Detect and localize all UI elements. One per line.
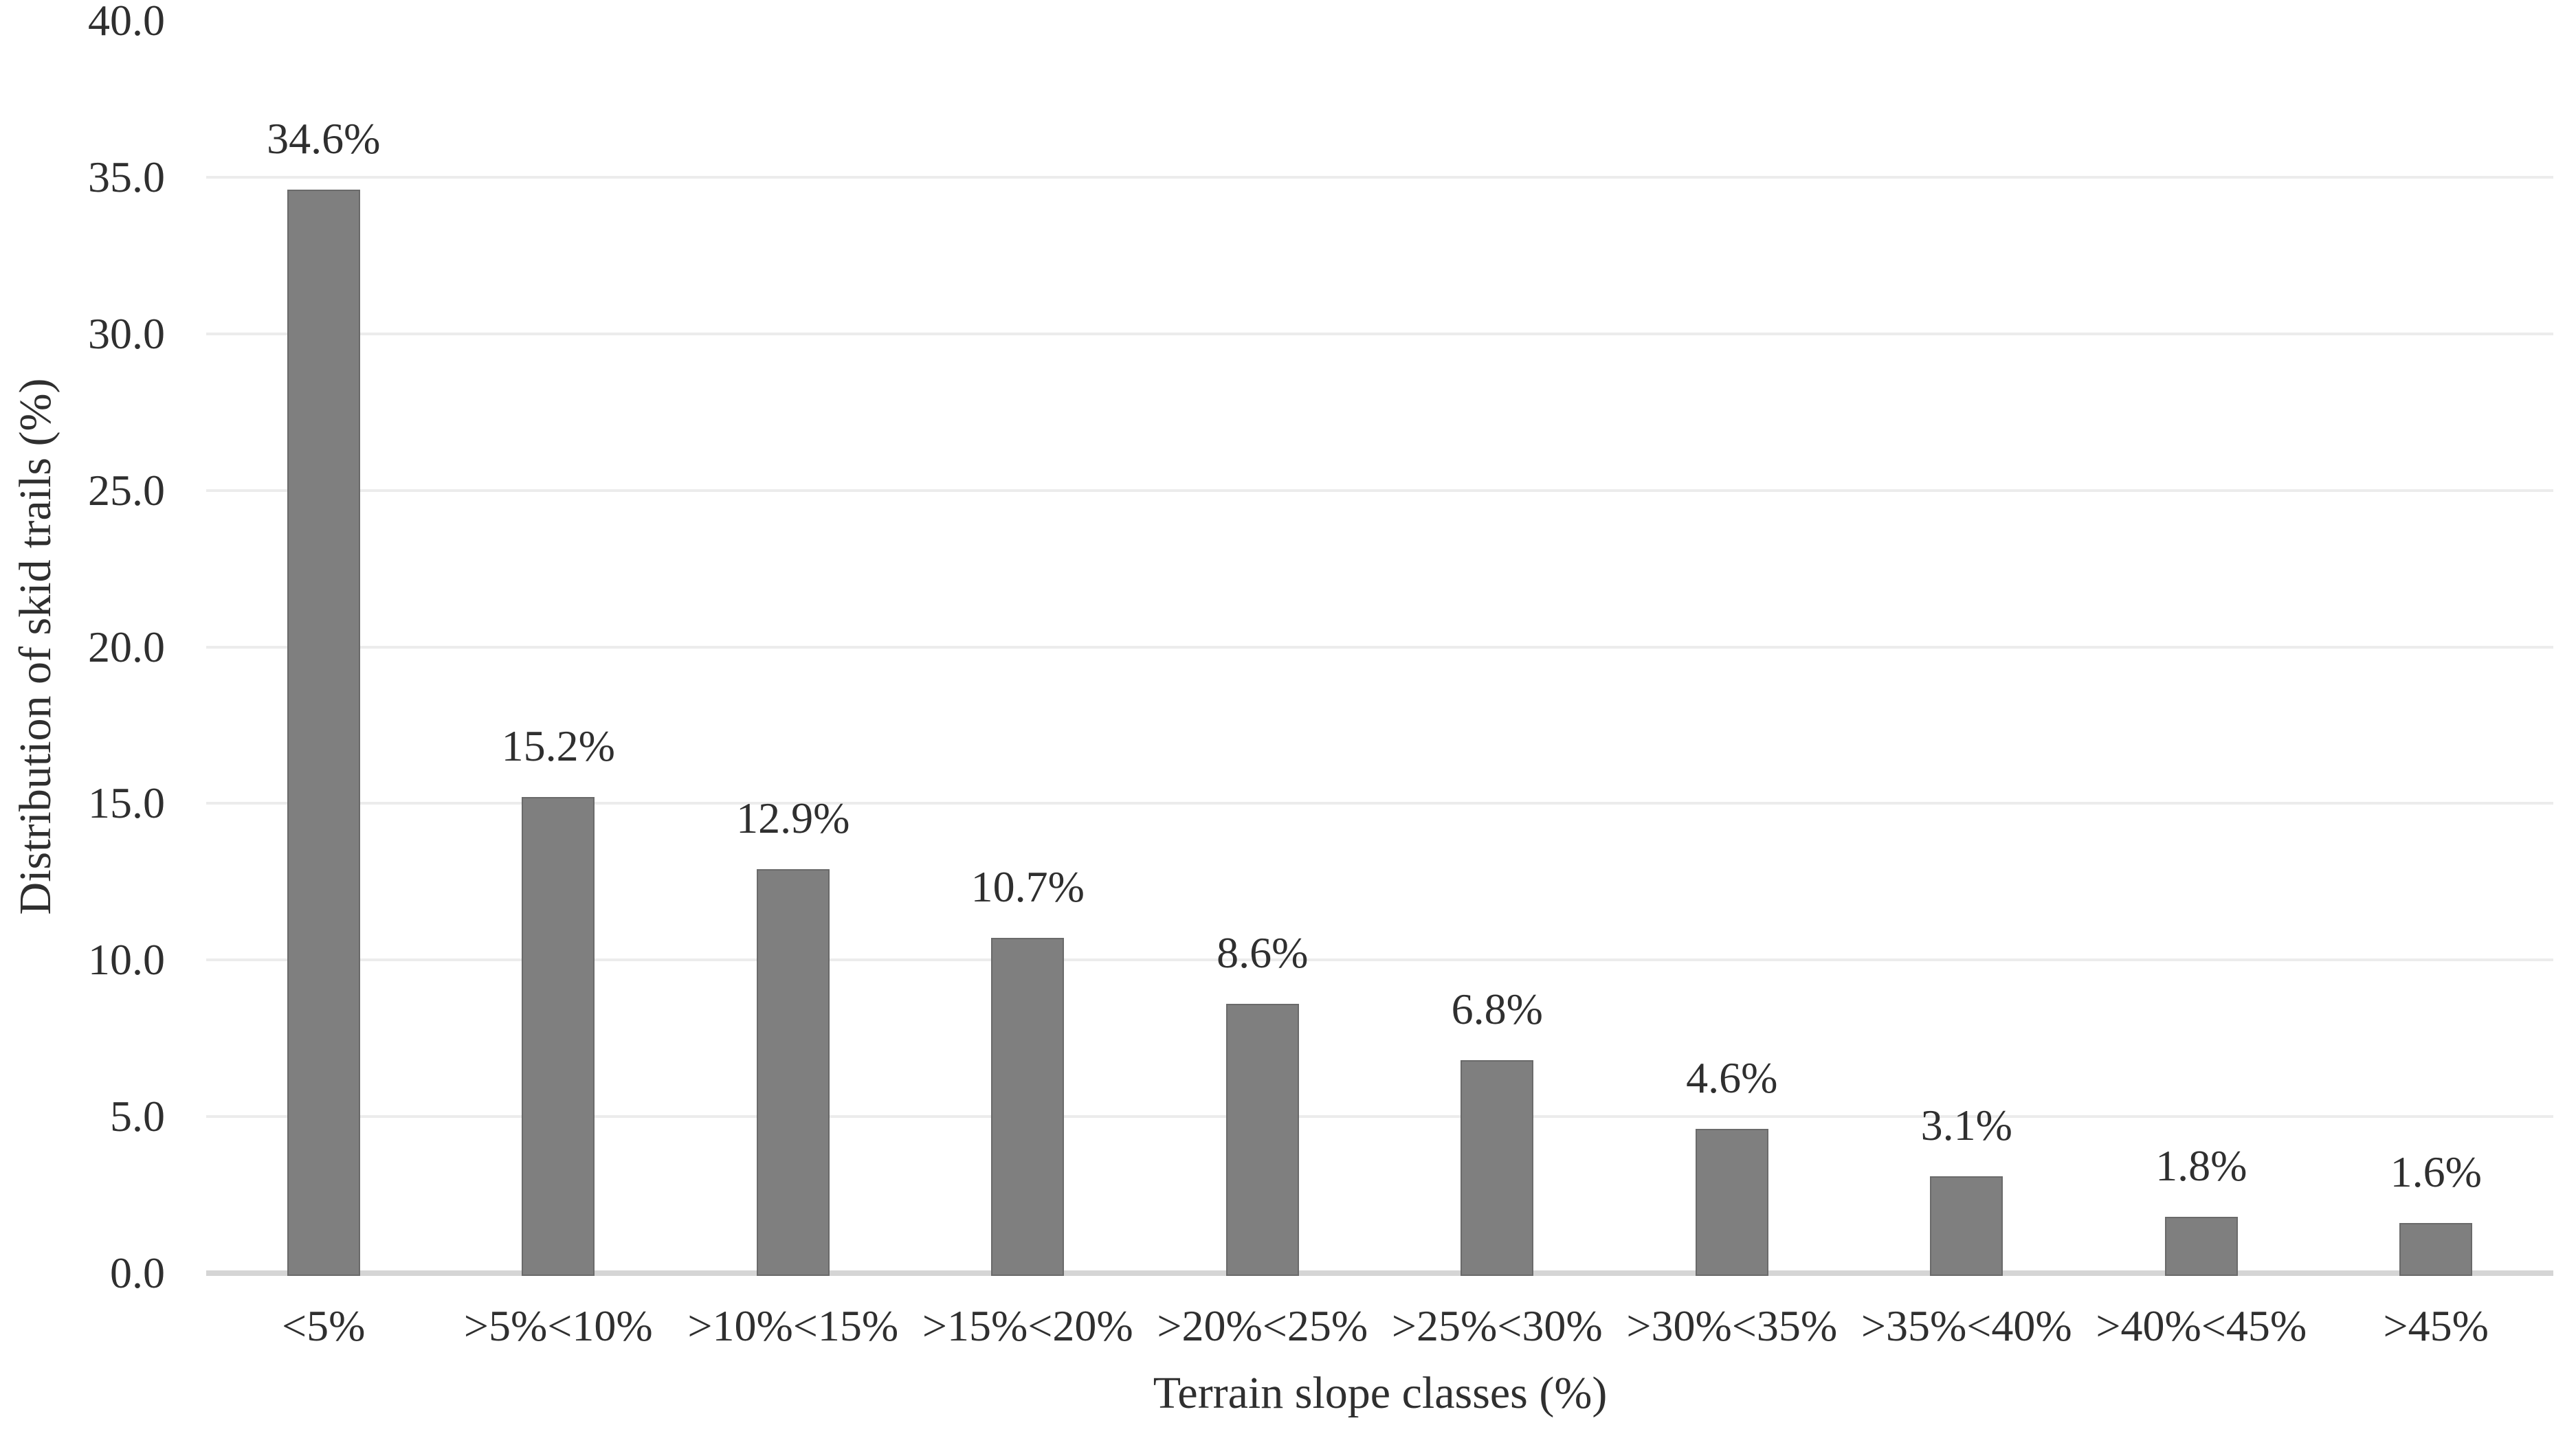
- y-tick-label: 40.0: [88, 0, 165, 45]
- y-tick-label: 20.0: [88, 622, 165, 671]
- gridline-35.0: [206, 175, 2553, 179]
- bar-value-label: 8.6%: [1217, 928, 1309, 978]
- x-tick-label: >45%: [2383, 1301, 2489, 1350]
- bar->30%<35%: [1695, 1129, 1768, 1276]
- bar-value-label: 6.8%: [1451, 985, 1543, 1034]
- x-tick-label: >35%<40%: [1861, 1301, 2072, 1350]
- gridline-10.0: [206, 958, 2553, 962]
- bar->15%<20%: [991, 938, 1065, 1276]
- gridline-5.0: [206, 1115, 2553, 1119]
- bar-value-label: 34.6%: [267, 114, 381, 164]
- y-tick-label: 30.0: [88, 308, 165, 358]
- x-tick-label: >5%<10%: [463, 1301, 653, 1350]
- bar-value-label: 12.9%: [736, 794, 850, 843]
- bar-value-label: 3.1%: [1920, 1100, 2012, 1149]
- bar->40%<45%: [2164, 1216, 2238, 1276]
- bar-value-label: 1.8%: [2155, 1141, 2247, 1190]
- bar-value-label: 10.7%: [970, 862, 1085, 912]
- bar->35%<40%: [1930, 1176, 2003, 1276]
- y-tick-label: 25.0: [88, 465, 165, 515]
- y-tick-label: 0.0: [110, 1248, 165, 1297]
- bar-value-label: 1.6%: [2390, 1147, 2482, 1197]
- x-tick-label: >30%<35%: [1626, 1301, 1838, 1350]
- gridline-20.0: [206, 645, 2553, 649]
- y-tick-label: 35.0: [88, 152, 165, 201]
- x-tick-label: <5%: [282, 1301, 366, 1350]
- gridline-25.0: [206, 489, 2553, 492]
- y-tick-label: 10.0: [88, 935, 165, 985]
- bar-<5%: [287, 190, 360, 1276]
- bar->5%<10%: [522, 797, 595, 1276]
- bar->10%<15%: [756, 869, 830, 1276]
- bar-value-label: 4.6%: [1686, 1053, 1778, 1103]
- x-tick-label: >40%<45%: [2096, 1301, 2307, 1350]
- y-tick-label: 15.0: [88, 778, 165, 828]
- bar->25%<30%: [1461, 1060, 1534, 1276]
- x-tick-label: >15%<20%: [922, 1301, 1133, 1350]
- bar->20%<25%: [1225, 1004, 1299, 1276]
- bar-value-label: 15.2%: [501, 721, 615, 771]
- x-tick-label: >10%<15%: [687, 1301, 899, 1350]
- y-tick-label: 5.0: [110, 1092, 165, 1141]
- gridline-30.0: [206, 332, 2553, 335]
- x-tick-label: >25%<30%: [1391, 1301, 1603, 1350]
- x-axis-title: Terrain slope classes (%): [1153, 1368, 1608, 1418]
- x-tick-label: >20%<25%: [1157, 1301, 1368, 1350]
- gridline-15.0: [206, 802, 2553, 805]
- bar->45%: [2399, 1223, 2473, 1276]
- x-axis-line: [206, 1270, 2553, 1276]
- plot-area: [206, 21, 2553, 1276]
